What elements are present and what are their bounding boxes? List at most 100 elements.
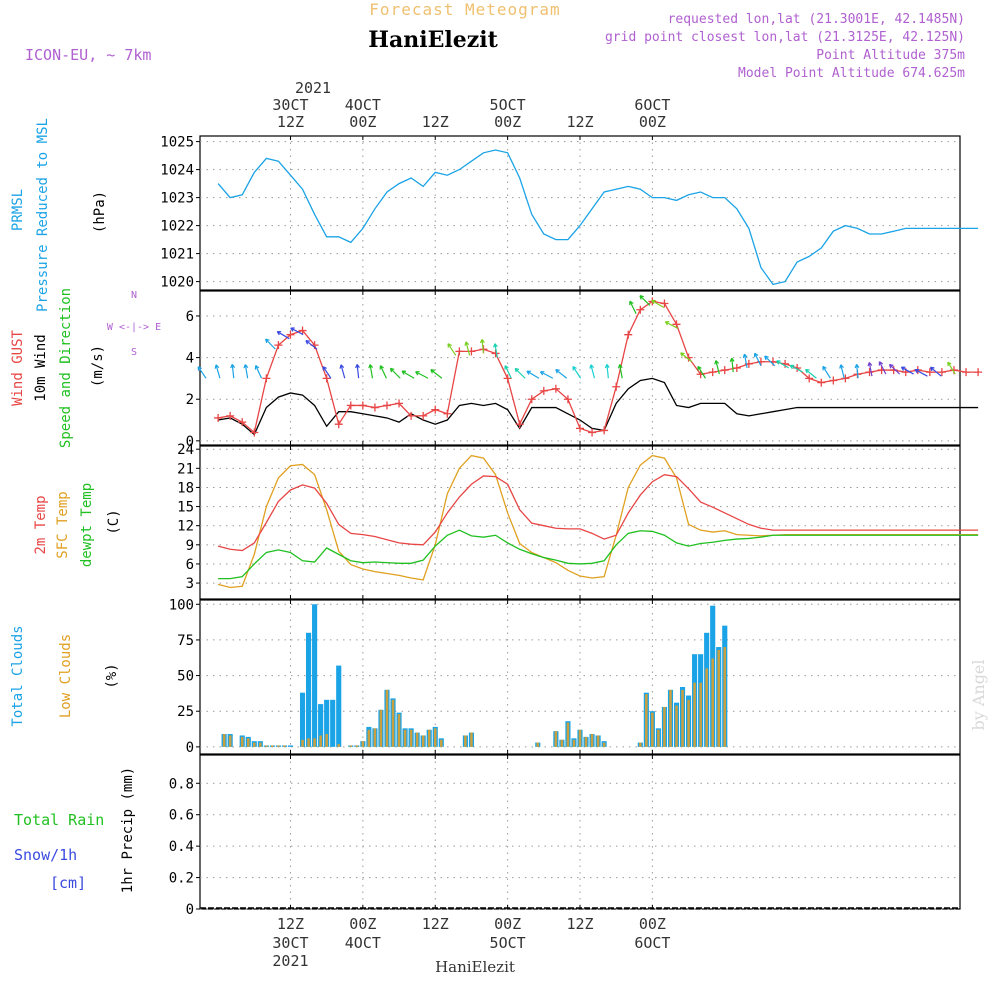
total-cloud-bar <box>330 699 336 747</box>
precip-unit: 1hr Precip (mm) <box>120 767 136 893</box>
top-axis-date: 30CT <box>272 96 308 114</box>
wind-direction-arrow <box>914 368 928 377</box>
top-axis-date: 5OCT <box>490 96 526 114</box>
wind-direction-arrow <box>479 339 485 354</box>
gust-marker <box>322 374 331 383</box>
gust-marker <box>660 299 669 308</box>
wind-direction-arrow <box>539 371 554 379</box>
gust-marker <box>214 413 223 422</box>
low-cloud-bar <box>301 739 304 747</box>
wind-direction-arrow <box>714 360 720 375</box>
total-rain-label: Total Rain <box>14 811 104 829</box>
wind-10m-line <box>217 377 979 436</box>
gust-marker <box>515 420 524 429</box>
wind-direction-arrow <box>854 363 860 379</box>
gust-marker <box>539 386 548 395</box>
low-cloud-bar <box>409 729 413 747</box>
gust-marker <box>817 378 826 387</box>
total-cloud-bar <box>318 704 324 747</box>
low-cloud-bar <box>572 739 576 747</box>
gust-marker <box>286 330 295 339</box>
compass-we: W <-|-> E <box>107 322 161 333</box>
low-cloud-bar <box>536 742 540 747</box>
wind-direction-arrow <box>764 355 776 367</box>
wind-direction-arrow <box>389 367 401 379</box>
wind-direction-arrow <box>379 365 387 379</box>
y-tick-label: 0.8 <box>169 776 194 792</box>
bottom-axis-date: 30CT <box>272 934 308 952</box>
low-cloud-bar <box>385 689 389 747</box>
total-cloud-bar <box>312 604 318 747</box>
wind-direction-arrow <box>729 357 735 373</box>
low-cloud-bar <box>693 682 696 747</box>
gust-marker <box>274 341 283 350</box>
wind-direction-arrow <box>555 368 568 379</box>
gust-marker <box>334 420 343 429</box>
gust-marker <box>576 424 584 433</box>
y-tick-label: 4 <box>186 351 194 367</box>
low-cloud-bar <box>265 745 268 747</box>
y-tick-label: 0.6 <box>169 808 194 824</box>
panel-temperature: 3 6 9 12 15 18 21 24 <box>177 442 979 600</box>
cloud-labels: Total Clouds Low Clouds (%) <box>10 625 120 726</box>
y-tick-label: 24 <box>177 442 194 458</box>
gust-marker <box>250 428 259 437</box>
wind-direction-arrow <box>368 364 374 379</box>
low-cloud-bar <box>307 738 310 747</box>
low-cloud-bar <box>228 735 232 747</box>
wind-direction-arrow <box>822 365 831 379</box>
pressure-line <box>217 149 979 286</box>
info-model-altitude: Model Point Altitude 674.625m <box>738 66 965 81</box>
y-tick-label: 75 <box>177 633 194 649</box>
low-cloud-bar <box>379 709 383 747</box>
pressure-unit: (hPa) <box>92 191 108 233</box>
panel-precipitation: 0 0.2 0.4 0.6 0.8 <box>169 754 961 918</box>
gust-marker <box>636 305 645 314</box>
location-title: HaniElezit <box>368 27 498 53</box>
total-cloud-bar <box>299 692 306 747</box>
wind-direction-arrow <box>664 321 678 329</box>
model-label: ICON-EU, ~ 7km <box>25 46 151 64</box>
gust-marker <box>491 349 500 358</box>
gust-marker <box>298 326 307 335</box>
gust-marker <box>588 428 597 437</box>
low-cloud-bar <box>246 738 250 747</box>
gust-marker <box>262 374 271 383</box>
pressure-labels: PRMSL Pressure Reduced to MSL (hPa) <box>10 118 108 312</box>
wind-direction-arrow <box>878 361 887 375</box>
y-tick-label: 0 <box>186 434 194 450</box>
footer-location: HaniElezit <box>435 958 515 976</box>
low-cloud-bar <box>723 647 727 747</box>
gust-marker <box>407 411 416 420</box>
credit-watermark: by Angel <box>969 659 988 730</box>
gust-marker <box>865 368 874 377</box>
wind-direction-arrow <box>572 365 582 379</box>
top-axis-hour: 00Z <box>639 113 666 131</box>
y-tick-label: 1023 <box>160 191 194 207</box>
wind-10m-label: 10m Wind <box>33 334 49 401</box>
gust-marker <box>358 401 367 410</box>
y-tick-label: 1020 <box>160 275 194 291</box>
top-axis-hour: 00Z <box>494 113 521 131</box>
low-cloud-bar <box>711 658 714 747</box>
precip-labels: Total Rain Snow/1h [cm] 1hr Precip (mm) <box>14 767 136 893</box>
low-cloud-bar <box>675 705 678 747</box>
low-cloud-bar <box>717 649 721 747</box>
panels: 1020102110221023102410250246369121518212… <box>160 135 983 918</box>
gust-marker <box>720 366 729 375</box>
wind-direction-arrow <box>947 361 956 375</box>
wind-direction-arrow <box>742 353 748 368</box>
info-grid-point: grid point closest lon,lat (21.3125E, 42… <box>605 30 965 45</box>
wind-direction-arrow <box>305 339 318 350</box>
y-tick-label: 18 <box>177 480 194 496</box>
gust-marker <box>624 330 633 339</box>
wind-direction-arrow <box>430 369 443 379</box>
y-tick-label: 1021 <box>160 247 194 263</box>
gust-marker <box>382 401 391 410</box>
gust-marker <box>829 376 838 385</box>
wind-labels: Wind GUST 10m Wind Speed and Direction (… <box>10 288 161 448</box>
wind-direction-arrow <box>604 363 610 379</box>
wind-direction-arrow <box>888 363 901 375</box>
low-cloud-bar <box>705 668 708 747</box>
